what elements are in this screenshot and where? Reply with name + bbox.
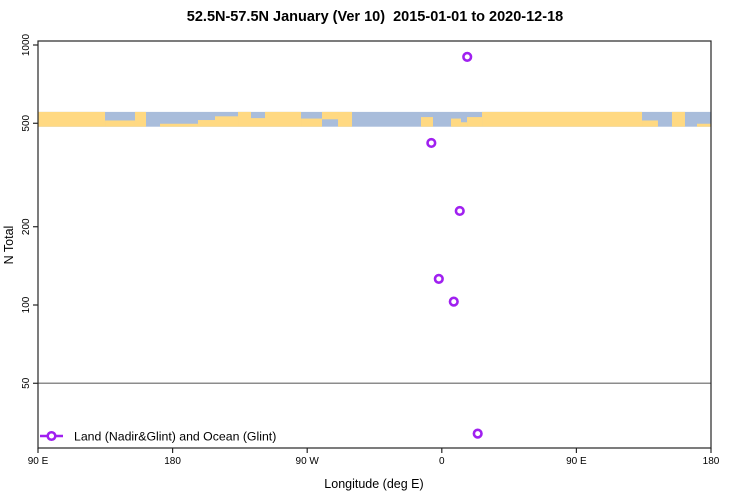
x-axis: 90 E 180 90 W 0 90 E 180 <box>28 448 720 467</box>
land-patch <box>338 111 353 127</box>
y-axis-title: N Total <box>2 226 16 265</box>
data-point <box>454 205 465 217</box>
land-patch <box>265 111 302 127</box>
land-patch <box>460 122 468 127</box>
land-patch <box>134 111 147 127</box>
y-tick-label: 200 <box>21 218 32 235</box>
y-tick-label: 100 <box>21 296 32 313</box>
land-patch <box>642 120 658 127</box>
legend: Land (Nadir&Glint) and Ocean (Glint) <box>40 430 276 444</box>
land-patch <box>238 111 252 127</box>
x-axis-title: Longitude (deg E) <box>324 477 423 491</box>
land-patch <box>421 117 433 127</box>
land-patch <box>697 123 711 127</box>
y-tick-label: 50 <box>21 377 32 389</box>
map-band <box>38 111 711 127</box>
land-patch <box>671 111 685 127</box>
y-tick-label: 1000 <box>21 33 32 56</box>
land-patch <box>38 111 106 127</box>
plot-border <box>37 40 712 449</box>
x-tick-label: 180 <box>703 456 720 467</box>
x-tick-label: 180 <box>164 456 181 467</box>
land-patch <box>105 120 135 127</box>
land-patch <box>482 111 643 127</box>
x-tick-label: 90 E <box>566 456 587 467</box>
x-tick-label: 90 W <box>296 456 320 467</box>
chart-title: 52.5N-57.5N January (Ver 10) 2015-01-01 … <box>187 9 563 25</box>
y-axis: 1000 500 200 100 50 <box>21 33 38 389</box>
land-patch <box>160 123 198 127</box>
x-tick-label: 0 <box>439 456 445 467</box>
land-patch <box>322 111 339 120</box>
data-point <box>472 428 483 439</box>
data-points <box>426 51 483 439</box>
data-point <box>448 296 459 307</box>
data-point <box>462 51 473 62</box>
data-point <box>433 273 444 285</box>
data-point <box>426 137 437 149</box>
land-patch <box>251 118 266 127</box>
land-patch <box>301 118 323 127</box>
y-tick-label: 500 <box>21 114 32 131</box>
land-patch <box>197 120 215 127</box>
legend-label: Land (Nadir&Glint) and Ocean (Glint) <box>74 430 276 444</box>
land-patch <box>451 118 461 127</box>
legend-marker-icon <box>46 430 57 442</box>
land-patch <box>214 116 239 127</box>
x-tick-label: 90 E <box>28 456 49 467</box>
land-patch <box>467 117 483 127</box>
